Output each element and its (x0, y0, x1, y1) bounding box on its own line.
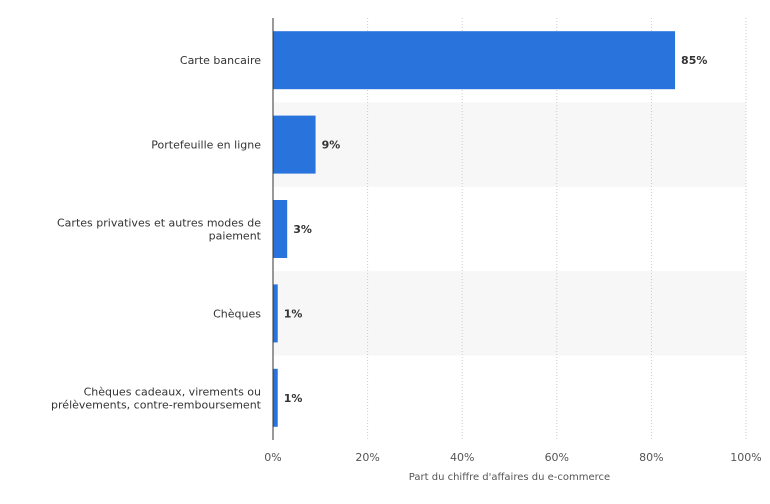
bar (273, 200, 288, 258)
category-label: Chèques (213, 307, 261, 320)
category-label: Cartes privatives et autres modes de (57, 217, 261, 230)
bar (273, 284, 278, 343)
x-tick-label: 40% (450, 451, 474, 464)
data-label: 85% (681, 54, 707, 67)
bar (273, 115, 316, 174)
category-labels: Carte bancaire Portefeuille en ligne Carte… (51, 54, 262, 411)
data-label: 1% (284, 307, 303, 320)
category-label: Portefeuille en ligne (151, 139, 261, 152)
grid-lines (367, 18, 747, 440)
category-label: Chèques cadeaux, virements ou (84, 385, 261, 398)
x-tick-label: 60% (545, 451, 569, 464)
bar (273, 368, 278, 427)
bar (273, 31, 676, 90)
row-bands (273, 102, 746, 356)
x-axis-title: Part du chiffre d'affaires du e-commerce (409, 472, 610, 483)
data-labels: 85% 9% 3% 1% 1% (284, 54, 708, 405)
row-band (273, 271, 746, 356)
data-label: 3% (293, 223, 312, 236)
category-label: Carte bancaire (180, 54, 261, 67)
x-tick-label: 100% (730, 451, 761, 464)
data-label: 9% (322, 139, 341, 152)
data-label: 1% (284, 392, 303, 405)
row-band (273, 102, 746, 187)
x-tick-labels: 0% 20% 40% 60% 80% 100% (264, 451, 761, 464)
x-tick-label: 80% (639, 451, 663, 464)
x-tick-label: 20% (355, 451, 379, 464)
x-tick-label: 0% (264, 451, 281, 464)
category-label: paiement (209, 230, 262, 243)
bars (273, 31, 676, 427)
category-label: prélèvements, contre-remboursement (51, 398, 262, 411)
